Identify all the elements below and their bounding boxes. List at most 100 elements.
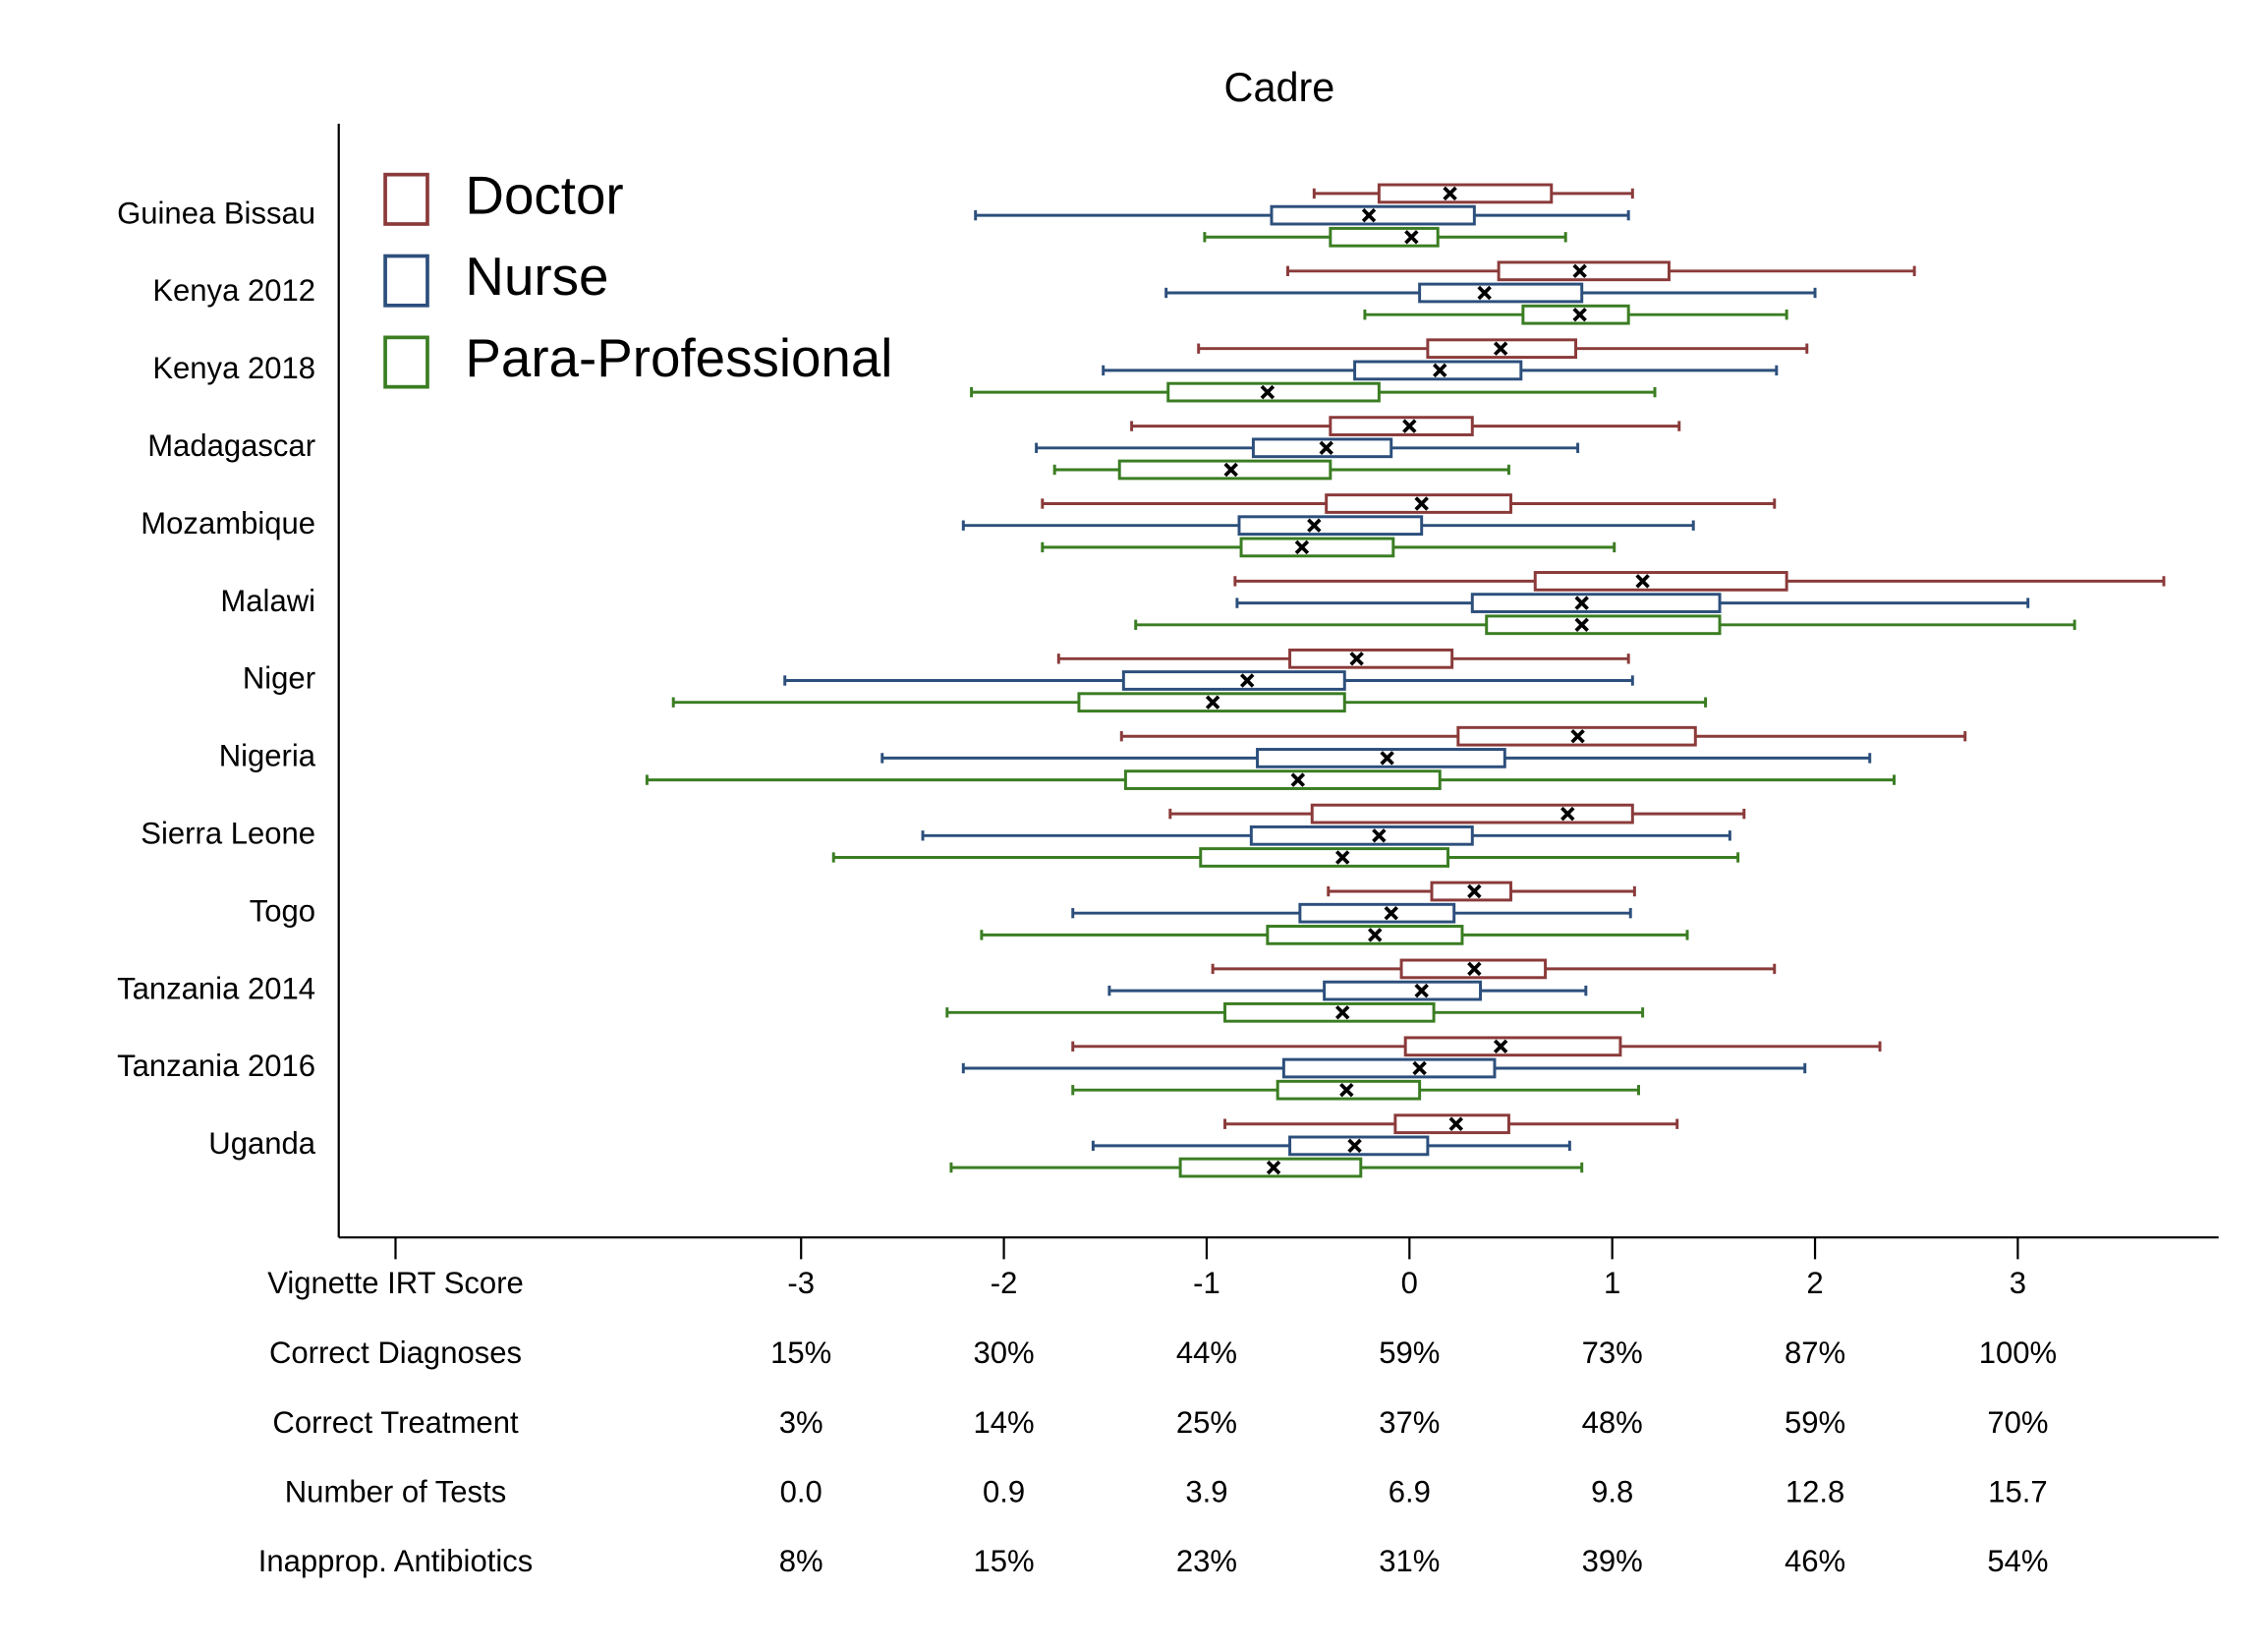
box <box>1470 593 1722 613</box>
table-cell: 8% <box>779 1544 823 1578</box>
table-row-name: Correct Treatment <box>272 1405 519 1440</box>
box <box>1485 614 1722 636</box>
legend-swatch <box>383 172 429 226</box>
box <box>1418 282 1584 304</box>
table-cell: 39% <box>1582 1544 1643 1578</box>
table-cell: 15% <box>770 1336 831 1370</box>
y-tick-label: Tanzania 2014 <box>117 971 315 1005</box>
box <box>1288 1135 1430 1157</box>
legend-swatch <box>383 254 429 308</box>
box <box>1323 980 1483 1001</box>
table-cell: 0.9 <box>983 1474 1025 1508</box>
median-marker <box>1361 207 1377 223</box>
table-cell: 0.0 <box>780 1474 822 1508</box>
box <box>1329 416 1474 436</box>
box <box>1239 537 1395 558</box>
y-tick-label: Malawi <box>220 584 315 618</box>
box <box>1166 381 1381 403</box>
y-tick-label: Togo <box>250 893 315 928</box>
box <box>1521 304 1630 325</box>
legend-label: Doctor <box>465 164 623 225</box>
x-tick-label: -3 <box>787 1266 815 1300</box>
x-tick-label: 3 <box>2010 1266 2026 1300</box>
median-marker <box>1477 285 1492 301</box>
median-marker <box>1560 806 1575 822</box>
median-marker <box>1347 1138 1362 1154</box>
box <box>1117 459 1332 481</box>
y-tick-label: Kenya 2012 <box>152 273 315 308</box>
median-marker <box>1380 751 1394 766</box>
median-marker <box>1334 1005 1350 1020</box>
table-cell: 48% <box>1582 1405 1643 1440</box>
y-tick-label: Kenya 2018 <box>152 351 315 385</box>
table-cell: 54% <box>1987 1544 2048 1578</box>
median-marker <box>1307 518 1322 533</box>
table-cell: 70% <box>1987 1405 2048 1440</box>
y-tick-label: Uganda <box>208 1126 315 1161</box>
median-marker <box>1372 828 1387 843</box>
box <box>1310 803 1634 824</box>
x-tick-label: 2 <box>1806 1266 1823 1300</box>
median-marker <box>1448 1116 1464 1131</box>
median-marker <box>1412 1060 1427 1076</box>
median-marker <box>1572 263 1587 279</box>
table-cell: 3.9 <box>1185 1474 1227 1508</box>
box <box>1251 437 1393 459</box>
box <box>1237 515 1424 537</box>
median-marker <box>1572 307 1587 322</box>
table-cell: 31% <box>1379 1544 1440 1578</box>
box <box>1325 493 1512 514</box>
median-marker <box>1414 496 1429 511</box>
table-cell: 15.7 <box>1988 1474 2047 1508</box>
median-marker <box>1349 652 1364 666</box>
median-marker <box>1570 728 1585 744</box>
y-tick-label: Guinea Bissau <box>117 196 315 230</box>
table-cell: 46% <box>1785 1544 1845 1578</box>
legend-swatch <box>383 335 429 389</box>
x-tick-label: -1 <box>1193 1266 1220 1300</box>
median-marker <box>1493 341 1508 356</box>
median-marker <box>1368 928 1383 942</box>
median-marker <box>1239 673 1255 688</box>
box <box>1298 902 1456 924</box>
table-cell: 100% <box>1979 1336 2057 1370</box>
box <box>1288 648 1454 669</box>
y-tick-label: Madagascar <box>147 428 315 463</box>
table-cell: 3% <box>779 1405 823 1440</box>
median-marker <box>1319 440 1333 456</box>
table-cell: 73% <box>1582 1336 1643 1370</box>
y-tick-label: Sierra Leone <box>141 817 315 851</box>
table-cell: 14% <box>974 1405 1035 1440</box>
box <box>1121 670 1346 691</box>
box <box>1178 1157 1363 1178</box>
median-marker <box>1443 186 1457 201</box>
table-cell: 9.8 <box>1591 1474 1633 1508</box>
median-marker <box>1266 1160 1281 1175</box>
box <box>1430 881 1512 902</box>
median-marker <box>1433 363 1447 378</box>
table-cell: 30% <box>974 1336 1035 1370</box>
median-marker <box>1574 596 1589 610</box>
legend-label: Nurse <box>465 246 608 307</box>
x-tick-label: 1 <box>1604 1266 1620 1300</box>
box <box>1223 1001 1436 1023</box>
median-marker <box>1404 230 1419 245</box>
table-cell: 25% <box>1176 1405 1237 1440</box>
median-marker <box>1294 540 1310 555</box>
median-marker <box>1260 384 1276 400</box>
legend-label: Para-Professional <box>465 327 892 388</box>
y-tick-label: Nigeria <box>219 739 316 773</box>
table-cell: 12.8 <box>1786 1474 1844 1508</box>
table-cell: 15% <box>974 1544 1035 1578</box>
median-marker <box>1339 1082 1354 1098</box>
median-marker <box>1290 772 1306 787</box>
box <box>1393 1113 1510 1135</box>
table-cell: 37% <box>1379 1405 1440 1440</box>
median-marker <box>1467 961 1482 977</box>
median-marker <box>1467 883 1482 899</box>
table-row-name: Correct Diagnoses <box>269 1336 522 1370</box>
box <box>1249 824 1474 846</box>
y-tick-label: Tanzania 2016 <box>117 1049 315 1083</box>
